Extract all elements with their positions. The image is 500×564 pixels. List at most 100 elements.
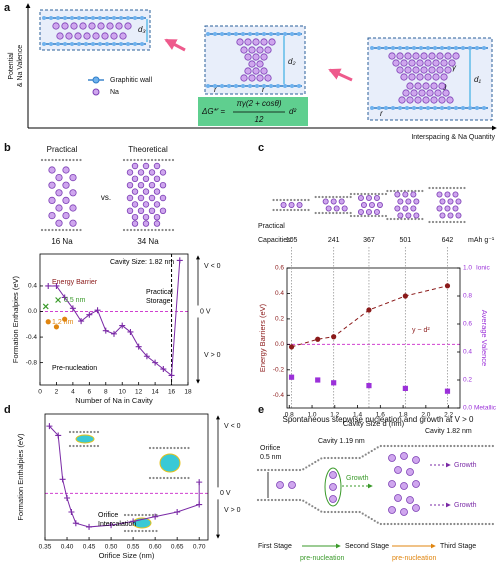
na-atom bbox=[432, 73, 440, 81]
na-atom bbox=[376, 201, 383, 208]
na-atom bbox=[55, 204, 63, 212]
na-atom bbox=[325, 205, 332, 212]
na-atom bbox=[396, 52, 404, 60]
x-tick-label: 0.40 bbox=[61, 544, 74, 551]
annotation: y ~ d² bbox=[412, 327, 430, 334]
data-point bbox=[42, 303, 49, 310]
data-point bbox=[53, 324, 60, 330]
na-atom bbox=[439, 212, 446, 219]
na-atom bbox=[412, 456, 420, 464]
na-atom bbox=[397, 198, 404, 205]
y-axis-label: Formation Enthalpies (eV) bbox=[16, 433, 25, 521]
na-atom bbox=[69, 174, 77, 182]
y-tick-label: 0.4 bbox=[275, 290, 284, 297]
na-atom bbox=[396, 66, 404, 74]
na-atom bbox=[97, 22, 105, 30]
dimension-label: d₂ bbox=[288, 57, 296, 66]
annotation: Practical bbox=[146, 289, 173, 296]
na-atom bbox=[406, 96, 414, 104]
na-atom bbox=[48, 212, 56, 220]
na-atom bbox=[159, 181, 167, 189]
data-point bbox=[55, 432, 62, 439]
na-atom bbox=[264, 74, 272, 82]
data-point bbox=[62, 316, 68, 322]
x-axis-label: Orifice Size (nm) bbox=[99, 551, 155, 560]
na-atom bbox=[264, 46, 272, 54]
data-point bbox=[196, 501, 203, 508]
data-point bbox=[176, 257, 183, 264]
na-atom bbox=[432, 59, 440, 67]
data-point bbox=[444, 388, 451, 394]
axis-label: Interspacing & Na Quantity bbox=[411, 134, 495, 141]
y-axis-label: Energy Barriers (eV) bbox=[258, 303, 267, 372]
na-atom bbox=[412, 504, 420, 512]
axis-label: & Na Valence bbox=[17, 45, 24, 87]
na-atom bbox=[70, 22, 78, 30]
na-atom bbox=[392, 59, 400, 67]
growth-label: Growth bbox=[454, 462, 477, 469]
na-atom bbox=[142, 213, 150, 221]
data-point bbox=[402, 293, 408, 299]
y-tick-label: -0.4 bbox=[273, 392, 285, 399]
na-atom bbox=[434, 89, 442, 97]
na-atom bbox=[373, 194, 380, 201]
na-atom bbox=[244, 67, 252, 75]
na-atom bbox=[404, 52, 412, 60]
na-atom bbox=[48, 166, 56, 174]
x-axis-label: Cavity Size d (nm) bbox=[343, 419, 405, 428]
na-atom bbox=[62, 212, 70, 220]
na-atom bbox=[131, 213, 139, 221]
na-atom bbox=[406, 496, 414, 504]
na-atom bbox=[69, 189, 77, 197]
na-atom bbox=[153, 220, 161, 227]
na-atom bbox=[236, 38, 244, 46]
na-atom bbox=[410, 89, 418, 97]
stage-note: pre-nucleation bbox=[392, 555, 436, 562]
data-point bbox=[168, 372, 175, 379]
stage-label: Third Stage bbox=[440, 543, 476, 550]
na-atom bbox=[126, 207, 134, 214]
data-point bbox=[119, 322, 126, 329]
na-atom bbox=[137, 194, 145, 202]
na-atom bbox=[248, 74, 256, 82]
na-atom bbox=[131, 162, 139, 170]
na-atom bbox=[436, 66, 444, 74]
side-label: V > 0 bbox=[204, 352, 221, 359]
na-atom bbox=[244, 53, 252, 61]
na-atom bbox=[55, 174, 63, 182]
data-point bbox=[68, 509, 75, 515]
y-axis-label: Formation Enthalpies (eV) bbox=[11, 275, 20, 363]
na-atom bbox=[436, 52, 444, 60]
x-tick-label: 0.60 bbox=[149, 544, 162, 551]
na-atom bbox=[438, 96, 446, 104]
stage-label: First Stage bbox=[258, 543, 292, 550]
na-atom bbox=[448, 59, 456, 67]
na-atom bbox=[62, 166, 70, 174]
na-atom bbox=[119, 32, 127, 40]
data-point bbox=[152, 359, 159, 366]
data-point bbox=[102, 327, 109, 334]
y-tick-label: 0.0 bbox=[28, 308, 37, 315]
na-atom bbox=[48, 196, 56, 204]
x-tick-label: 0.70 bbox=[193, 544, 206, 551]
na-atom bbox=[148, 194, 156, 202]
na-atom bbox=[400, 482, 408, 490]
plot-frame bbox=[44, 413, 209, 541]
count-label: 16 Na bbox=[51, 237, 73, 246]
na-atom bbox=[365, 194, 372, 201]
column-title: Theoretical bbox=[128, 145, 168, 154]
data-point bbox=[152, 513, 159, 520]
y-tick-label: 0.6 bbox=[275, 265, 284, 272]
na-atom bbox=[400, 452, 408, 460]
x-tick-label: 2.2 bbox=[444, 412, 453, 419]
legend-label: Graphitic wall bbox=[110, 77, 152, 84]
na-atom bbox=[388, 480, 396, 488]
na-atom bbox=[159, 169, 167, 176]
na-atom bbox=[447, 212, 454, 219]
x-tick-label: 1.0 bbox=[308, 412, 317, 419]
na-atom bbox=[252, 38, 260, 46]
y2-end-label: Metallic bbox=[474, 405, 497, 412]
na-atom bbox=[438, 82, 446, 90]
na-atom bbox=[444, 205, 451, 212]
na-atom bbox=[394, 205, 401, 212]
